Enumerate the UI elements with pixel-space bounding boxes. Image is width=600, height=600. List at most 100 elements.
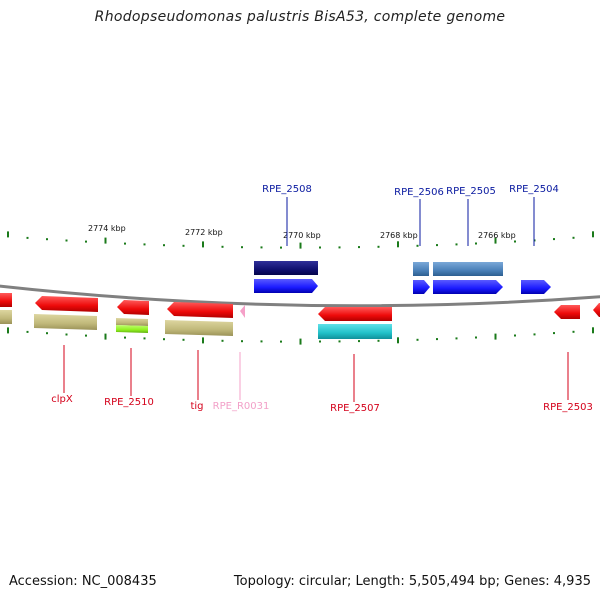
feature-teal-rpe2507[interactable] — [318, 324, 392, 339]
minor-tick-bottom — [358, 340, 360, 343]
major-tick-bottom — [7, 327, 9, 334]
feature-khaki-clpx[interactable] — [34, 314, 97, 330]
minor-tick-top — [514, 240, 516, 243]
minor-tick-bottom — [416, 338, 419, 341]
minor-tick-bottom — [182, 338, 185, 341]
kbp-label-2770: 2770 kbp — [283, 231, 321, 240]
minor-tick-bottom — [85, 334, 87, 337]
gene-label-rpe2503[interactable]: RPE_2503 — [543, 402, 593, 413]
major-tick-bottom — [104, 333, 107, 340]
accession-text: Accession: NC_008435 — [9, 574, 157, 589]
rna-arrow-rpe-r0031[interactable] — [240, 305, 245, 318]
minor-tick-bottom — [475, 336, 477, 339]
minor-tick-bottom — [319, 340, 321, 343]
minor-tick-bottom — [260, 340, 263, 343]
minor-tick-bottom — [572, 330, 575, 333]
minor-tick-top — [124, 242, 126, 245]
minor-tick-bottom — [46, 332, 48, 335]
gene-label-rpe2506[interactable]: RPE_2506 — [394, 187, 444, 198]
gene-arrow-right-edge[interactable] — [593, 303, 600, 317]
minor-tick-bottom — [124, 336, 126, 339]
major-tick-top — [494, 237, 497, 244]
kbp-label-2772: 2772 kbp — [185, 228, 223, 237]
minor-tick-top — [85, 240, 87, 243]
gene-arrow-rpe2504[interactable] — [521, 280, 551, 294]
gene-label-rpe2510[interactable]: RPE_2510 — [104, 397, 154, 408]
gene-label-rpe2505[interactable]: RPE_2505 — [446, 186, 496, 197]
major-tick-top — [592, 231, 594, 238]
gene-arrow-rpe2508[interactable] — [254, 279, 318, 293]
major-tick-bottom — [397, 337, 399, 344]
minor-tick-top — [163, 244, 165, 247]
gene-arrow-rpe2505[interactable] — [433, 280, 503, 294]
minor-tick-top — [241, 246, 243, 249]
minor-tick-top — [553, 238, 555, 241]
minor-tick-bottom — [533, 333, 536, 336]
major-tick-bottom — [202, 337, 204, 344]
minor-tick-top — [65, 239, 68, 242]
gene-arrow-rpe2506[interactable] — [413, 280, 430, 294]
minor-tick-bottom — [163, 338, 165, 341]
minor-tick-top — [26, 236, 29, 239]
feature-navy-rpe2508[interactable] — [254, 261, 318, 275]
kbp-label-2774: 2774 kbp — [88, 224, 126, 233]
feature-steel-rpe2506[interactable] — [413, 262, 429, 276]
minor-tick-bottom — [553, 332, 555, 335]
kbp-label-2766: 2766 kbp — [478, 231, 516, 240]
minor-tick-bottom — [65, 333, 68, 336]
minor-tick-bottom — [338, 340, 341, 343]
major-tick-top — [104, 237, 107, 244]
feature-steel-rpe2505[interactable] — [433, 262, 503, 276]
gene-arrow-rpe2503[interactable] — [554, 305, 580, 319]
major-tick-bottom — [494, 333, 497, 340]
kbp-label-2768: 2768 kbp — [380, 231, 418, 240]
feature-khaki-tig[interactable] — [165, 320, 233, 336]
gene-label-tig[interactable]: tig — [190, 401, 203, 412]
minor-tick-top — [455, 243, 458, 246]
tick-track-top — [7, 231, 594, 249]
minor-tick-top — [338, 246, 341, 249]
minor-tick-bottom — [455, 337, 458, 340]
minor-tick-top — [436, 244, 438, 247]
minor-tick-bottom — [280, 340, 282, 343]
gene-arrow-rpe2510[interactable] — [117, 300, 149, 315]
gene-arrow-clpx[interactable] — [35, 296, 98, 312]
gene-label-clpx[interactable]: clpX — [51, 394, 73, 405]
feature-khaki-left-edge[interactable] — [0, 310, 12, 324]
major-tick-top — [7, 231, 9, 238]
gene-label-rpe-r0031[interactable]: RPE_R0031 — [213, 401, 270, 412]
tick-track-bottom — [7, 327, 594, 345]
gene-label-rpe2504[interactable]: RPE_2504 — [509, 184, 559, 195]
minor-tick-top — [221, 245, 224, 248]
minor-tick-bottom — [221, 339, 224, 342]
feature-khaki-rpe2510[interactable] — [116, 318, 148, 326]
minor-tick-top — [319, 246, 321, 249]
minor-tick-bottom — [514, 334, 516, 337]
gene-arrow-tig[interactable] — [167, 302, 233, 318]
minor-tick-top — [377, 245, 380, 248]
major-tick-top — [202, 241, 204, 248]
minor-tick-top — [143, 243, 146, 246]
map-title: Rhodopseudomonas palustris BisA53, compl… — [94, 9, 506, 25]
gene-arrow-rpe2507[interactable] — [318, 307, 392, 321]
minor-tick-top — [260, 246, 263, 249]
minor-tick-bottom — [436, 338, 438, 341]
minor-tick-top — [572, 236, 575, 239]
major-tick-top — [397, 241, 399, 248]
feature-lime-rpe2510[interactable] — [116, 325, 148, 333]
gene-label-rpe2507[interactable]: RPE_2507 — [330, 403, 380, 414]
major-tick-bottom — [299, 338, 302, 345]
minor-tick-top — [280, 246, 282, 249]
minor-tick-bottom — [377, 339, 380, 342]
minor-tick-top — [358, 246, 360, 249]
minor-tick-top — [182, 244, 185, 247]
major-tick-top — [299, 242, 302, 249]
minor-tick-bottom — [26, 330, 29, 333]
gene-label-rpe2508[interactable]: RPE_2508 — [262, 184, 312, 195]
minor-tick-top — [46, 238, 48, 241]
gene-arrow-left-edge[interactable] — [0, 293, 12, 307]
genome-summary-text: Topology: circular; Length: 5,505,494 bp… — [233, 574, 591, 589]
minor-tick-top — [475, 242, 477, 245]
